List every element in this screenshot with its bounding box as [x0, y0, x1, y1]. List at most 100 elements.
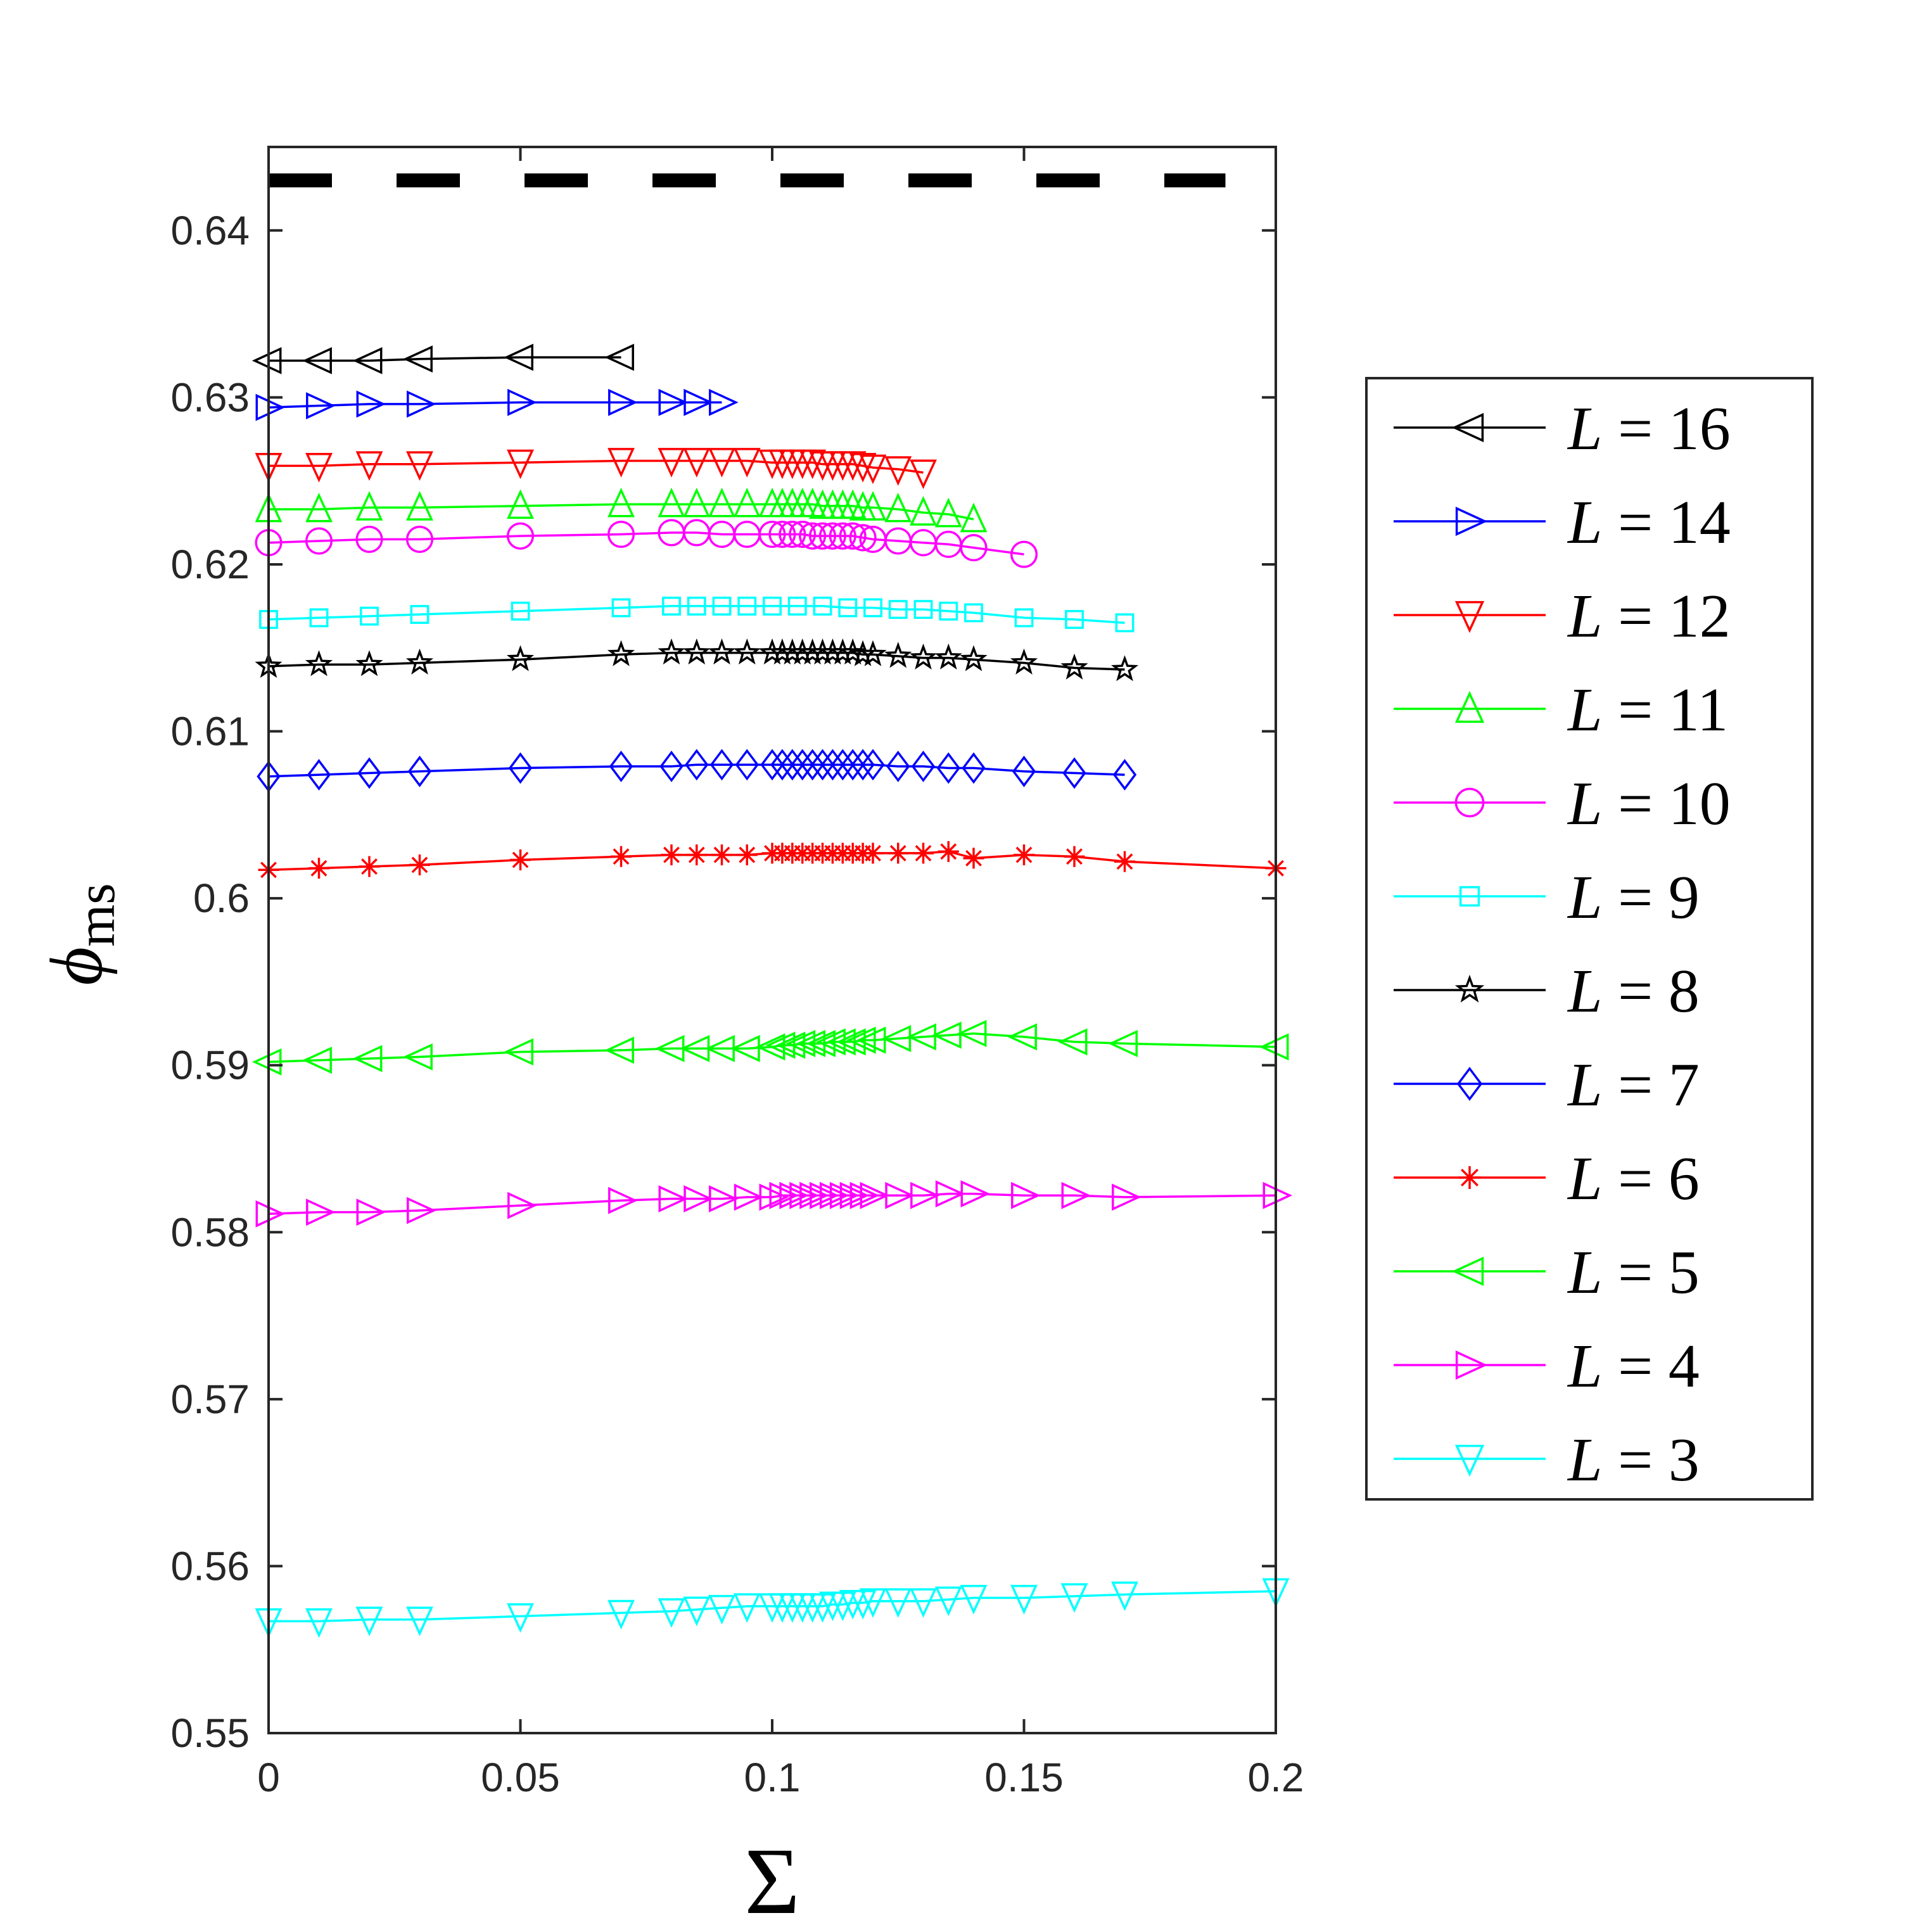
legend-marker	[1458, 1166, 1481, 1189]
legend-label-variable: L	[1567, 676, 1603, 744]
data-point	[856, 1026, 886, 1054]
data-point	[507, 1192, 537, 1219]
y-tick-label: 0.64	[170, 208, 250, 253]
data-point	[810, 749, 835, 781]
data-point	[607, 640, 635, 666]
data-point	[768, 520, 796, 549]
data-point	[687, 596, 706, 616]
data-point	[733, 1593, 761, 1623]
x-tick-label: 0.1	[744, 1755, 801, 1800]
legend-items: L = 16L = 14L = 12L = 11L = 10L = 9L = 8…	[1394, 395, 1731, 1494]
legend-label-value: = 12	[1603, 582, 1731, 651]
data-point	[849, 452, 877, 483]
data-point	[810, 1181, 839, 1209]
data-point	[308, 858, 329, 879]
data-point	[932, 1021, 962, 1049]
data-point	[506, 522, 535, 550]
data-point	[846, 1026, 876, 1054]
data-point	[708, 638, 736, 665]
legend-marker	[1454, 974, 1485, 1003]
data-point	[886, 750, 910, 782]
data-point	[960, 645, 988, 671]
legend-item: L = 12	[1394, 582, 1731, 651]
data-point	[306, 1198, 336, 1226]
data-point	[406, 451, 433, 481]
data-point	[820, 749, 845, 781]
data-point	[658, 487, 685, 518]
data-point	[1010, 540, 1038, 568]
data-point	[859, 640, 887, 666]
legend-label-variable: L	[1567, 1238, 1603, 1307]
y-tick-label: 0.57	[170, 1376, 250, 1422]
data-point	[1060, 653, 1088, 680]
data-point	[305, 452, 333, 483]
data-point	[760, 749, 784, 781]
data-point	[939, 601, 958, 621]
legend-marker	[1456, 1067, 1483, 1101]
data-point	[302, 1046, 332, 1074]
data-point	[851, 749, 875, 781]
data-point	[607, 1599, 635, 1630]
data-point	[1110, 655, 1139, 682]
data-point	[359, 856, 380, 877]
data-point	[960, 1180, 991, 1208]
data-point	[507, 388, 537, 416]
data-point	[759, 1183, 789, 1211]
data-point	[609, 750, 633, 782]
legend-label-value: = 10	[1603, 770, 1731, 838]
data-point	[841, 749, 865, 781]
series-L-11	[255, 487, 988, 533]
y-tick-label: 0.63	[170, 374, 250, 420]
data-point	[1108, 1029, 1138, 1057]
legend-label: L = 10	[1567, 770, 1731, 838]
data-point	[819, 1181, 849, 1209]
data-point	[355, 1606, 383, 1636]
data-point	[936, 752, 960, 784]
data-point	[309, 608, 329, 628]
data-point	[1061, 1181, 1091, 1209]
data-point	[957, 1020, 987, 1048]
data-point	[813, 596, 832, 616]
data-point	[816, 1028, 846, 1056]
legend-marker	[1451, 1256, 1484, 1287]
data-point	[910, 1181, 940, 1209]
legend-item: L = 5	[1394, 1238, 1700, 1307]
x-tick-label: 0.2	[1248, 1755, 1304, 1800]
data-point	[830, 749, 855, 781]
legend-label: L = 9	[1567, 863, 1700, 932]
data-point	[960, 534, 988, 562]
y-tick-label: 0.59	[170, 1043, 250, 1088]
legend-label-value: = 9	[1603, 863, 1700, 932]
data-point	[799, 1181, 829, 1209]
data-point	[1060, 1583, 1088, 1613]
data-point	[758, 520, 786, 549]
data-point	[1114, 851, 1135, 872]
data-point	[305, 1608, 333, 1638]
legend-label-variable: L	[1567, 1145, 1603, 1213]
legend-label-variable: L	[1567, 770, 1603, 838]
data-point	[839, 1181, 870, 1209]
data-point	[307, 759, 331, 791]
legend-label: L = 4	[1567, 1332, 1700, 1401]
data-point	[1065, 609, 1084, 629]
legend-label: L = 11	[1567, 676, 1728, 744]
data-point	[735, 749, 759, 781]
data-point	[607, 487, 635, 518]
data-point	[508, 752, 533, 784]
legend-label-value: = 16	[1603, 395, 1731, 463]
data-point	[607, 448, 635, 478]
legend-item: L = 4	[1394, 1332, 1700, 1401]
data-point	[960, 1585, 988, 1615]
series-line	[268, 763, 1125, 778]
data-point	[355, 451, 383, 481]
data-point	[934, 643, 962, 670]
data-point	[888, 600, 908, 620]
data-point	[658, 1598, 685, 1628]
data-point	[1010, 1585, 1038, 1615]
data-point	[608, 1186, 638, 1214]
data-point	[407, 1197, 436, 1224]
data-point	[906, 1023, 936, 1051]
data-point	[849, 524, 877, 552]
data-point	[736, 844, 758, 866]
data-point	[607, 520, 635, 549]
